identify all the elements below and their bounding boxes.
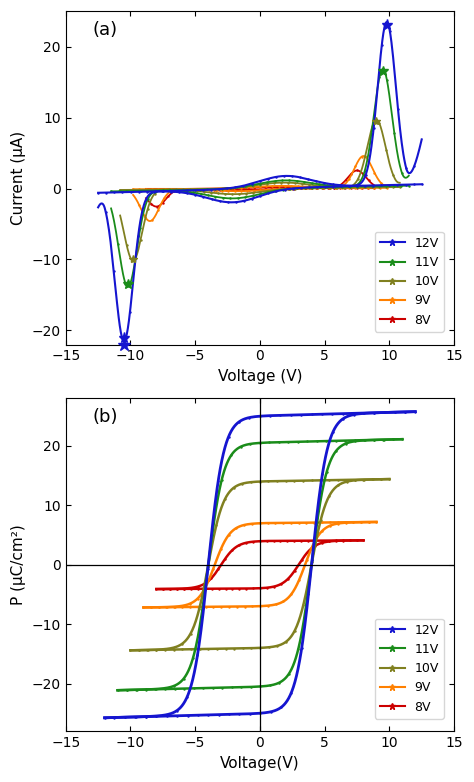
Y-axis label: P (μC/cm²): P (μC/cm²) — [11, 525, 26, 605]
Text: (b): (b) — [93, 408, 118, 426]
Y-axis label: Current (μA): Current (μA) — [11, 131, 26, 225]
Text: (a): (a) — [93, 21, 118, 39]
X-axis label: Voltage (V): Voltage (V) — [218, 369, 302, 384]
X-axis label: Voltage(V): Voltage(V) — [220, 756, 300, 771]
Legend: 12V, 11V, 10V, 9V, 8V: 12V, 11V, 10V, 9V, 8V — [374, 619, 444, 719]
Legend: 12V, 11V, 10V, 9V, 8V: 12V, 11V, 10V, 9V, 8V — [374, 231, 444, 332]
